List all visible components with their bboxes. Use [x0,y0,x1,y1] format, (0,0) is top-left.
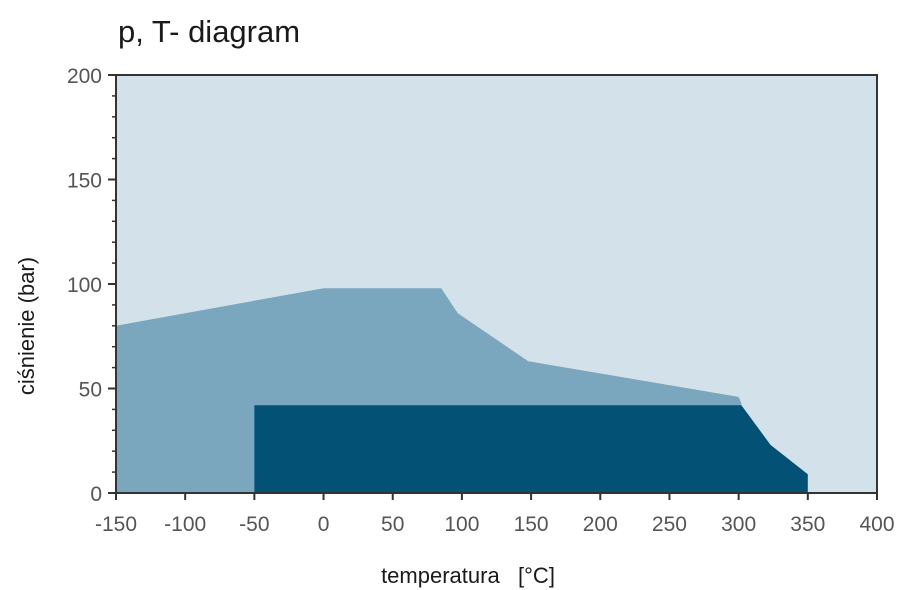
x-tick-label: -150 [95,513,137,536]
region-2 [254,405,808,493]
y-tick-label: 0 [90,483,102,506]
x-tick-label: 400 [859,513,894,536]
y-tick-label: 150 [67,170,102,193]
x-tick-label: 150 [514,513,549,536]
x-axis-label: temperatura [°C] [381,563,555,588]
x-tick-label: -50 [239,513,269,536]
x-tick-label: -100 [164,513,206,536]
x-tick-label: 300 [721,513,756,536]
x-tick-label: 250 [652,513,687,536]
y-axis-label: ciśnienie (bar) [14,257,39,395]
x-tick-label: 100 [444,513,479,536]
x-tick-label: 350 [790,513,825,536]
chart-title: p, T- diagram [118,14,300,49]
x-tick-label: 50 [381,513,404,536]
x-tick-label: 200 [583,513,618,536]
y-tick-label: 100 [67,274,102,297]
y-tick-label: 50 [79,379,102,402]
y-tick-label: 200 [67,65,102,88]
x-tick-label: 0 [318,513,330,536]
